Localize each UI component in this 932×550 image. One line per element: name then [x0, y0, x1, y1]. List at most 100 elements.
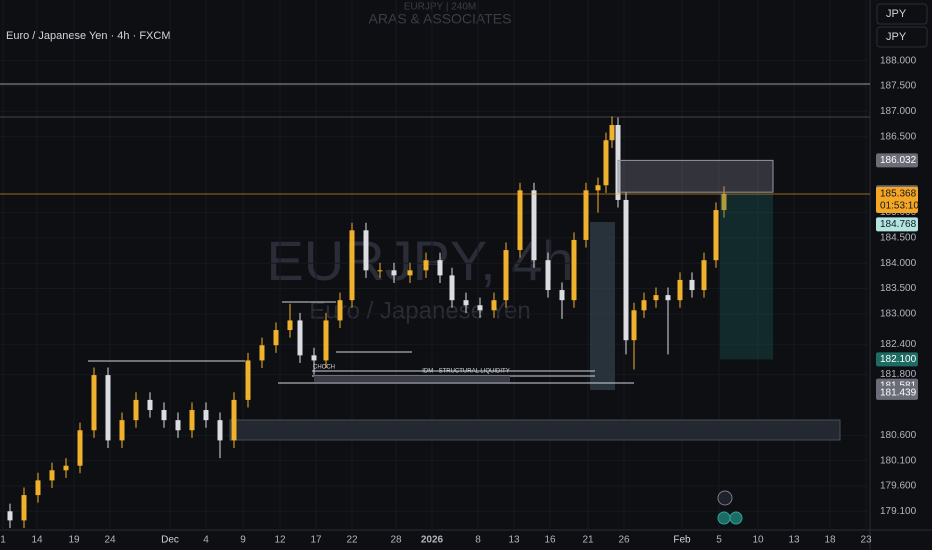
candle-body: [491, 300, 497, 311]
x-tick-label: 21: [582, 535, 594, 546]
x-tick-label: Feb: [673, 535, 691, 546]
candle-body: [391, 270, 397, 276]
x-tick-label: 28: [390, 535, 402, 546]
event-icon[interactable]: [729, 511, 743, 525]
x-tick-label: 14: [31, 535, 43, 546]
candle-body: [713, 210, 719, 261]
candle-body: [583, 190, 589, 240]
x-tick-label: 26: [618, 535, 630, 546]
candle-body: [259, 345, 265, 361]
candle-body: [337, 300, 343, 321]
event-icon[interactable]: [717, 511, 731, 525]
currency-button-label[interactable]: JPY: [886, 8, 907, 20]
candle-body: [559, 290, 565, 301]
candle-body: [571, 239, 577, 301]
candle-body: [721, 193, 727, 211]
highlight-column: [590, 222, 615, 390]
currency-button[interactable]: [876, 3, 928, 25]
candle-body: [35, 480, 41, 496]
candle-body: [449, 275, 455, 301]
x-tick-label: 12: [274, 535, 286, 546]
candle-body: [133, 399, 139, 421]
x-tick-label: 10: [752, 535, 764, 546]
candle-body: [545, 260, 551, 291]
candle-body: [363, 230, 369, 271]
candle-body: [49, 470, 55, 481]
candle-body: [665, 295, 671, 301]
candle-body: [245, 360, 251, 400]
candle-body: [653, 295, 659, 301]
y-tick-label: 186.500: [880, 131, 917, 142]
x-tick-label: 13: [788, 535, 800, 546]
x-tick-label: 19: [68, 535, 80, 546]
y-tick-label: 179.600: [880, 481, 917, 492]
price-badge: [876, 153, 918, 168]
candle-body: [423, 260, 429, 271]
countdown: 01:53:10: [880, 201, 919, 212]
liquidity-box: [314, 376, 510, 382]
x-tick-label: 13: [508, 535, 520, 546]
price-badge-label: 185.368: [880, 189, 917, 200]
y-tick-label: 187.500: [880, 81, 917, 92]
candle-body: [203, 410, 209, 421]
x-tick-label: 23: [860, 535, 872, 546]
candle-body: [437, 260, 443, 276]
y-tick-label: 184.500: [880, 233, 917, 244]
y-tick-label: 180.100: [880, 455, 917, 466]
price-badge: [876, 217, 918, 232]
price-badge-label: 182.100: [880, 354, 917, 365]
y-tick-label: 188.000: [880, 55, 917, 66]
annotation: CHOCH: [313, 365, 335, 371]
candle-body: [623, 199, 629, 341]
candle-body: [349, 230, 355, 301]
y-tick-label: 184.000: [880, 258, 917, 269]
candle-body: [641, 300, 647, 311]
candle-body: [273, 330, 279, 346]
x-tick-label: 1: [0, 535, 6, 546]
candle-body: [147, 399, 153, 411]
x-tick-label: 16: [544, 535, 556, 546]
candle-body: [21, 495, 27, 521]
candle-body: [595, 185, 601, 191]
candle-body: [63, 465, 69, 471]
y-tick-label: 179.100: [880, 506, 917, 517]
x-tick-label: 5: [716, 535, 722, 546]
x-tick-label: 8: [475, 535, 481, 546]
candle-body: [217, 420, 223, 441]
demand-zone: [229, 419, 841, 441]
x-tick-label: 4: [203, 535, 209, 546]
y-tick-label: 182.400: [880, 339, 917, 350]
event-icon[interactable]: [717, 490, 733, 506]
y-tick-label: 187.000: [880, 106, 917, 117]
candle-body: [517, 190, 523, 251]
currency-button[interactable]: [876, 26, 928, 48]
annotation: IDM - STRUCTURAL LIQUIDITY: [422, 369, 509, 375]
currency-button-label[interactable]: JPY: [886, 31, 907, 43]
price-badge-label: 181.581: [880, 380, 917, 391]
candle-body: [287, 320, 293, 331]
candle-body: [463, 300, 469, 306]
candle-body: [503, 250, 509, 301]
price-badge-label: 186.032: [880, 155, 917, 166]
candle-body: [323, 320, 329, 361]
symbol-title: Euro / Japanese Yen · 4h · FXCM: [6, 30, 170, 42]
supply-zone: [617, 159, 774, 193]
x-tick-label: 17: [310, 535, 322, 546]
candle-body: [407, 270, 413, 276]
candle-body: [377, 270, 383, 272]
candle-body: [91, 375, 97, 431]
candle-body: [311, 355, 317, 361]
top-center: EURJPY | 240M: [404, 2, 476, 13]
candle-body: [603, 140, 609, 186]
y-tick-label: 181.800: [880, 369, 917, 380]
x-tick-label: 9: [240, 535, 246, 546]
candle-body: [161, 410, 167, 421]
candle-body: [689, 279, 695, 291]
candle-body: [677, 279, 683, 301]
brand: ARAS & ASSOCIATES: [369, 11, 512, 27]
candle-body: [7, 511, 13, 521]
candle-body: [231, 399, 237, 441]
y-tick-label: 183.500: [880, 283, 917, 294]
